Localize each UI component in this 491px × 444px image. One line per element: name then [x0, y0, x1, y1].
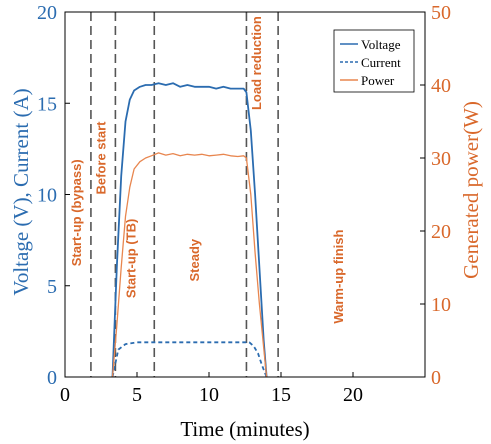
right-tick-label: 40	[431, 75, 451, 97]
right-axis-label: Generated power(W)	[459, 101, 483, 279]
x-tick-label: 0	[60, 384, 70, 406]
x-axis-label: Time (minutes)	[180, 417, 309, 441]
phase-label-4: Load reduction	[249, 16, 264, 110]
left-tick-label: 0	[47, 367, 57, 389]
phase-label-0: Start-up (bypass)	[69, 159, 84, 266]
left-axis-ticks: 0 5 10 15 20	[37, 2, 70, 389]
phase-label-3: Steady	[187, 238, 202, 281]
legend-label-current: Current	[361, 55, 401, 70]
series-line-current	[111, 341, 268, 378]
legend-box	[333, 29, 415, 93]
legend-label-power: Power	[361, 73, 395, 88]
x-tick-label: 10	[199, 384, 219, 406]
phase-label-2: Start-up (TB)	[124, 219, 139, 298]
x-tick-label: 20	[343, 384, 363, 406]
left-tick-label: 5	[47, 276, 57, 298]
left-tick-label: 15	[37, 93, 57, 115]
left-tick-label: 10	[37, 185, 57, 207]
right-tick-label: 0	[431, 367, 441, 389]
legend-label-voltage: Voltage	[361, 37, 401, 52]
phase-label-1: Before start	[93, 121, 108, 195]
phase-label-5: Warm-up finish	[331, 229, 346, 323]
phase-lines	[90, 12, 279, 377]
legend: Voltage Current Power	[333, 29, 415, 93]
right-axis-ticks: 0 10 20 30 40 50	[420, 2, 451, 389]
left-tick-label: 20	[37, 2, 57, 24]
x-tick-label: 5	[132, 384, 142, 406]
phase-labels: Start-up (bypass) Before start Start-up (T…	[69, 16, 346, 324]
x-tick-label: 15	[271, 384, 291, 406]
right-tick-label: 50	[431, 2, 451, 24]
series-layer	[111, 82, 268, 378]
right-tick-label: 10	[431, 294, 451, 316]
right-tick-label: 20	[431, 221, 451, 243]
series-line-voltage	[111, 82, 268, 378]
x-axis-ticks: 0 5 10 15 20	[60, 372, 363, 406]
series-line-power	[111, 152, 268, 378]
right-tick-label: 30	[431, 148, 451, 170]
left-axis-label: Voltage (V), Current (A)	[9, 88, 33, 295]
